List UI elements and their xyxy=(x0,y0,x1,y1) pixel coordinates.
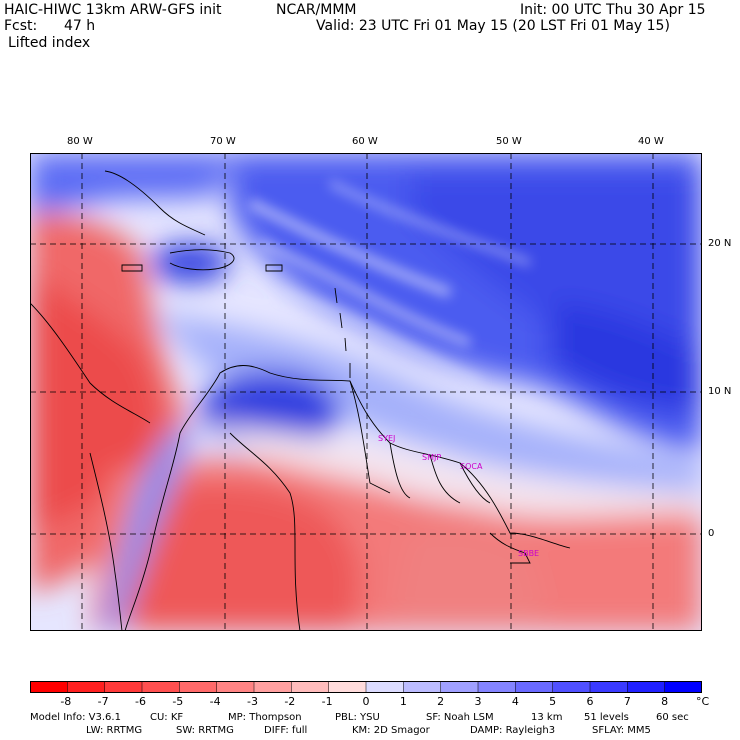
colorbar-tick-label: -7 xyxy=(97,695,109,708)
field-name: Lifted index xyxy=(8,35,91,51)
colorbar-tick-label: -8 xyxy=(60,695,72,708)
graticule xyxy=(30,153,702,631)
forecast-hour: 47 h xyxy=(64,18,96,34)
footer-mp: MP: Thompson xyxy=(228,712,302,723)
colorbar-cell xyxy=(515,681,554,693)
colorbar-cell xyxy=(253,681,293,693)
colorbar-tick-label: 4 xyxy=(511,695,519,708)
footer-levels: 51 levels xyxy=(584,712,629,723)
colorbar-cell xyxy=(403,681,442,693)
lon-label-60w: 60 W xyxy=(352,136,378,147)
colorbar-tick-label: -4 xyxy=(209,695,221,708)
colorbar-cell xyxy=(589,681,629,693)
colorbar-cell xyxy=(216,681,255,693)
colorbar-cell xyxy=(552,681,591,693)
lat-label-0: 0 xyxy=(708,528,715,539)
field-shading xyxy=(30,153,702,631)
org-label: NCAR/MMM xyxy=(276,2,357,18)
station-sbbe: SBBE xyxy=(518,549,539,558)
footer-damp: DAMP: Rayleigh3 xyxy=(470,725,556,736)
station-soca: SOCA xyxy=(460,462,483,471)
colorbar-cell xyxy=(67,681,106,693)
model-title: HAIC-HIWC 13km ARW-GFS init xyxy=(4,2,222,18)
footer-model-info: Model Info: V3.6.1 xyxy=(30,712,121,723)
colorbar-cell xyxy=(477,681,517,693)
colorbar-cell xyxy=(30,681,69,693)
init-time: Init: 00 UTC Thu 30 Apr 15 xyxy=(520,2,706,18)
colorbar-tick-label: -5 xyxy=(172,695,184,708)
colorbar-tick-label: -1 xyxy=(321,695,333,708)
footer-diff: DIFF: full xyxy=(264,725,308,736)
colorbar-tick-label: -2 xyxy=(284,695,296,708)
colorbar-cell xyxy=(440,681,479,693)
lat-label-10n: 10 N xyxy=(708,386,732,397)
lon-label-70w: 70 W xyxy=(210,136,236,147)
colorbar-tick-label: 0 xyxy=(362,695,370,708)
colorbar-tick-label: 2 xyxy=(437,695,445,708)
lon-label-80w: 80 W xyxy=(67,136,93,147)
forecast-label: Fcst: xyxy=(4,18,38,34)
colorbar-tick-label: -3 xyxy=(247,695,258,708)
colorbar-cell xyxy=(141,681,181,693)
colorbar-tick-label: 3 xyxy=(474,695,482,708)
lon-label-50w: 50 W xyxy=(496,136,522,147)
colorbar-cell xyxy=(664,681,702,693)
coastlines xyxy=(30,170,571,631)
colorbar-tick-label: 7 xyxy=(623,695,631,708)
colorbar-tick-label: 6 xyxy=(586,695,594,708)
colorbar-tick-label: -6 xyxy=(135,695,146,708)
lat-label-20n: 20 N xyxy=(708,238,732,249)
colorbar-cell xyxy=(291,681,330,693)
footer-sf: SF: Noah LSM xyxy=(426,712,494,723)
field-texture xyxy=(247,180,532,387)
colorbar-cell xyxy=(104,681,143,693)
lon-label-40w: 40 W xyxy=(638,136,664,147)
colorbar-tick-label: 8 xyxy=(661,695,669,708)
colorbar-tick-label: 1 xyxy=(399,695,407,708)
station-smjp: SMJP xyxy=(422,453,441,462)
colorbar-cell xyxy=(179,681,218,693)
footer-timestep: 60 sec xyxy=(656,712,689,723)
valid-time: Valid: 23 UTC Fri 01 May 15 (20 LST Fri … xyxy=(316,18,670,34)
map-frame xyxy=(30,153,702,631)
footer-resolution: 13 km xyxy=(531,712,563,723)
colorbar-tick-label: 5 xyxy=(549,695,557,708)
colorbar-unit: °C xyxy=(696,695,710,708)
footer-pbl: PBL: YSU xyxy=(335,712,380,723)
colorbar-cell xyxy=(328,681,367,693)
lifted-index-map: SYEJ SMJP SOCA SBBE xyxy=(30,153,702,631)
footer-sw: SW: RRTMG xyxy=(176,725,234,736)
colorbar-cell xyxy=(627,681,666,693)
footer-km: KM: 2D Smagor xyxy=(352,725,430,736)
footer-sflay: SFLAY: MM5 xyxy=(592,725,651,736)
stations: SYEJ SMJP SOCA SBBE xyxy=(378,434,539,558)
footer-cu: CU: KF xyxy=(150,712,184,723)
colorbar xyxy=(30,681,702,693)
station-syej: SYEJ xyxy=(378,434,395,443)
colorbar-cell xyxy=(365,681,405,693)
footer-lw: LW: RRTMG xyxy=(86,725,143,736)
